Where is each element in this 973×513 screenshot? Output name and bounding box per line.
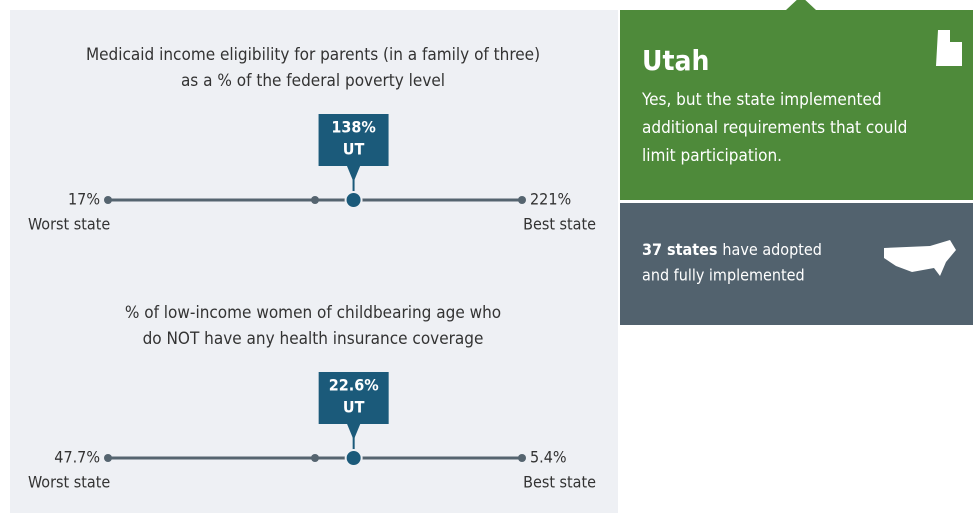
callout-pointer — [346, 423, 361, 440]
scale-end — [518, 196, 526, 204]
state-text: additional requirements that could — [642, 118, 907, 138]
best-caption: Best state — [523, 473, 596, 492]
worst-caption: Worst state — [28, 473, 110, 492]
state-text: limit participation. — [642, 146, 782, 166]
callout-value: 138% — [331, 118, 375, 137]
summary-line: have adopted — [722, 240, 821, 259]
summary-bold: 37 states — [642, 240, 717, 259]
scale-end — [104, 196, 112, 204]
callout-value: 22.6% — [329, 376, 379, 395]
summary-line: and fully implemented — [642, 266, 805, 285]
chart-title: do NOT have any health insurance coverag… — [143, 329, 484, 349]
chart-title: as a % of the federal poverty level — [181, 71, 445, 91]
chart-title: Medicaid income eligibility for parents … — [86, 45, 540, 65]
chart-panel — [10, 10, 618, 513]
marker-dot — [344, 191, 363, 209]
min-label: 47.7% — [54, 448, 100, 467]
callout-label: UT — [343, 140, 365, 159]
min-label: 17% — [68, 190, 100, 209]
us-map-icon — [884, 240, 956, 276]
state-icon — [936, 30, 962, 66]
callout-box — [318, 372, 389, 424]
scale-mid — [311, 196, 319, 204]
summary-text: 37 states have adopted — [642, 240, 822, 259]
state-text: Yes, but the state implemented — [641, 90, 882, 110]
scale-end — [518, 454, 526, 462]
chart-title: % of low-income women of childbearing ag… — [125, 303, 501, 323]
scale-mid — [311, 454, 319, 462]
callout-label: UT — [343, 398, 365, 417]
worst-caption: Worst state — [28, 215, 110, 234]
best-caption: Best state — [523, 215, 596, 234]
max-label: 5.4% — [530, 448, 567, 467]
callout-box — [318, 114, 389, 166]
marker-dot — [344, 449, 363, 467]
state-panel — [620, 10, 973, 200]
notch — [786, 0, 816, 10]
max-label: 221% — [530, 190, 571, 209]
callout-pointer — [346, 165, 361, 182]
scale-end — [104, 454, 112, 462]
state-name: Utah — [642, 44, 709, 77]
